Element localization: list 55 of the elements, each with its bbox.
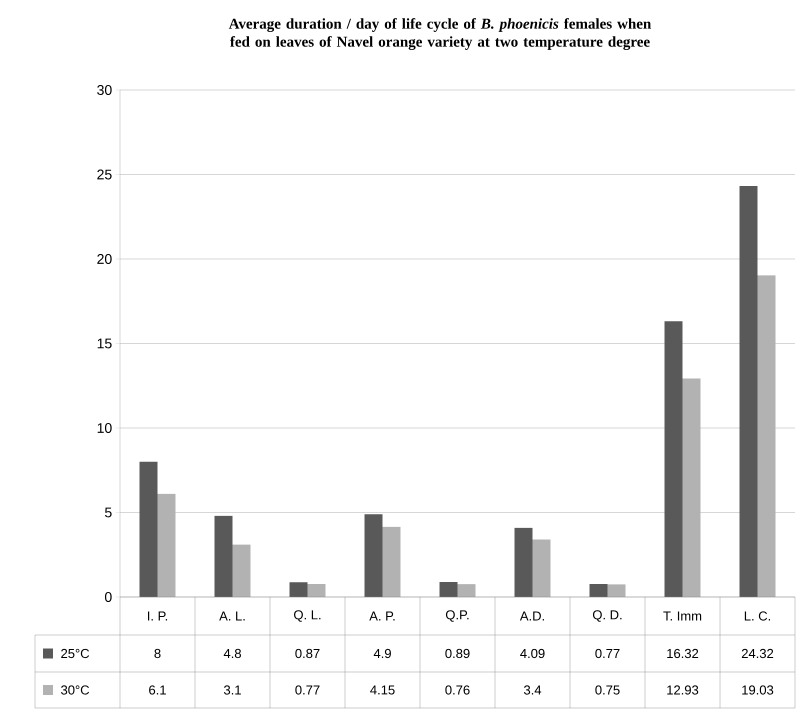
bar — [740, 186, 758, 597]
legend-label: 25°C — [61, 648, 90, 658]
data-label: 0.87 — [295, 648, 320, 658]
data-label: 3.4 — [524, 685, 542, 695]
bar — [382, 526, 401, 597]
bar — [308, 584, 326, 597]
x-tick-label: T. Imm — [663, 612, 702, 620]
bar — [290, 582, 308, 597]
y-tick-label: 30 — [97, 85, 112, 95]
bar — [364, 514, 383, 597]
y-tick-label: 5 — [104, 508, 112, 518]
data-label: 4.9 — [374, 648, 391, 658]
bar — [440, 582, 458, 597]
x-tick-label: A.D. — [520, 612, 544, 620]
bar — [514, 528, 533, 597]
data-label: 0.76 — [445, 685, 470, 695]
bar — [232, 544, 251, 597]
data-label: 12.93 — [667, 685, 698, 695]
data-label: 24.32 — [742, 648, 774, 658]
x-tick-label: I. P. — [148, 612, 168, 620]
data-label: 0.77 — [295, 685, 320, 695]
bar — [158, 494, 176, 597]
bar — [758, 275, 776, 597]
data-label: 0.77 — [595, 648, 620, 658]
bar — [664, 321, 683, 597]
y-tick-label: 10 — [98, 423, 112, 433]
x-tick-label: A. L. — [219, 612, 245, 620]
x-tick-label: Q. L. — [294, 610, 320, 622]
data-label: 0.75 — [595, 685, 620, 695]
bar — [214, 516, 233, 597]
y-tick-label: 25 — [97, 170, 112, 180]
bar — [140, 462, 158, 597]
data-label: 4.8 — [224, 648, 241, 658]
x-tick-label: Q. D. — [592, 610, 622, 622]
data-label: 8 — [154, 648, 161, 658]
data-label: 0.89 — [445, 648, 470, 658]
legend-label: 30°C — [61, 685, 90, 695]
y-tick-label: 0 — [104, 592, 112, 602]
y-tick-label: 15 — [98, 338, 112, 348]
data-label: 3.1 — [224, 685, 241, 695]
data-label: 6.1 — [149, 685, 166, 695]
x-tick-label: Q.P. — [446, 610, 469, 622]
data-label: 16.32 — [667, 648, 698, 658]
bar — [608, 584, 626, 597]
x-tick-label: A. P. — [369, 612, 395, 620]
bar — [532, 540, 551, 597]
data-label: 4.09 — [520, 648, 545, 658]
data-label: 4.15 — [370, 685, 395, 695]
bar — [458, 584, 476, 597]
bar — [682, 378, 701, 597]
bar — [590, 584, 608, 597]
y-tick-label: 20 — [97, 254, 112, 264]
x-tick-label: L. C. — [744, 611, 770, 621]
data-label: 19.03 — [742, 685, 774, 695]
chart-title: Average duration / day of life cycle of B. phoenicis females when fed on leaves of Navel orange variety at two temperature degree — [228, 18, 652, 50]
